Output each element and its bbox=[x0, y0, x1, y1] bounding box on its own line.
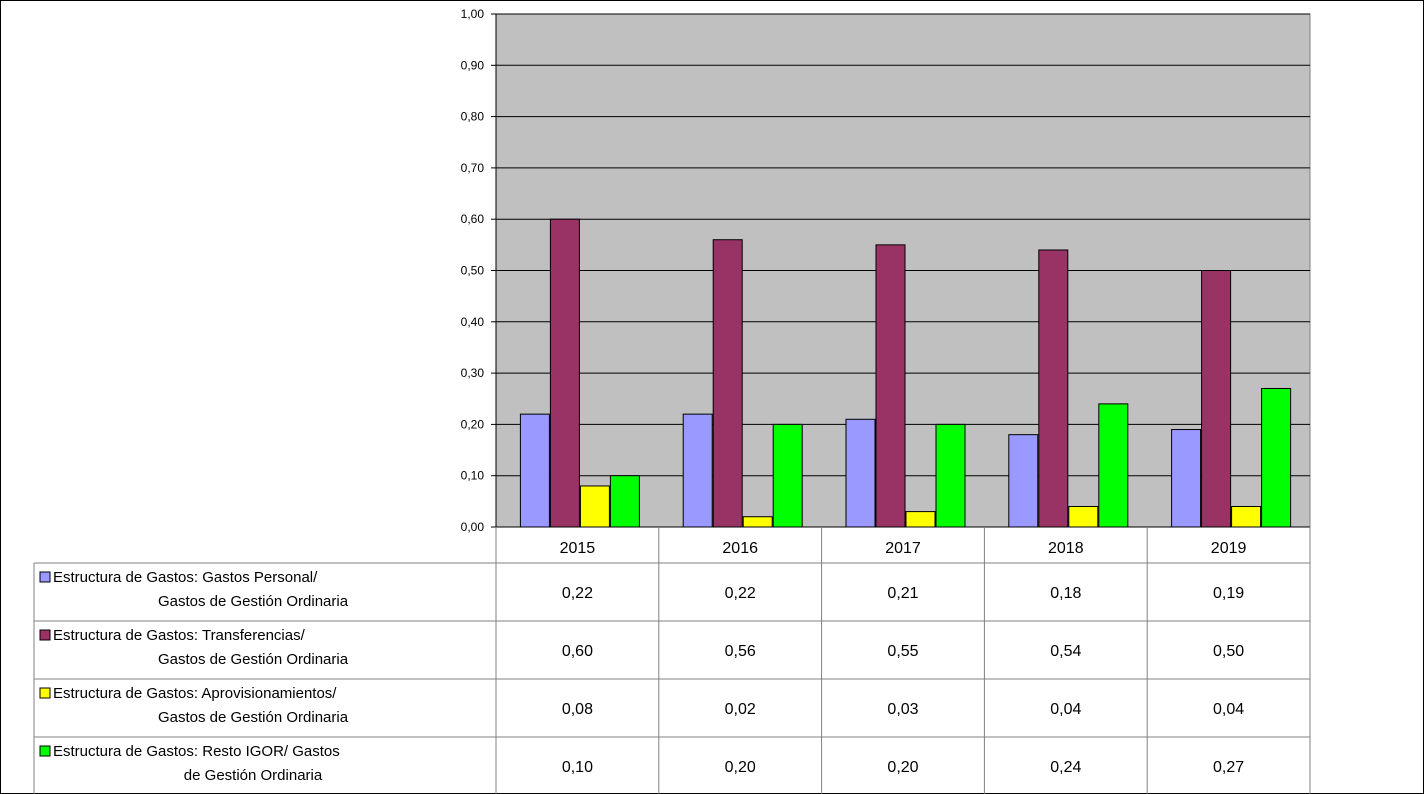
y-tick-label: 0,20 bbox=[461, 417, 485, 431]
data-label: 0,56 bbox=[725, 643, 756, 660]
y-tick-label: 0,80 bbox=[461, 110, 485, 124]
y-tick-label: 0,10 bbox=[461, 469, 485, 483]
y-tick-label: 0,30 bbox=[461, 366, 485, 380]
y-tick-label: 0,90 bbox=[461, 58, 485, 72]
data-label: 0,20 bbox=[725, 759, 756, 776]
data-label: 0,21 bbox=[887, 585, 918, 602]
y-tick-label: 0,70 bbox=[461, 161, 485, 175]
series-name-line2: Gastos de Gestión Ordinaria bbox=[158, 593, 349, 610]
category-label: 2018 bbox=[1048, 540, 1084, 557]
bar-3-2018 bbox=[1098, 403, 1129, 528]
bar-0-2018 bbox=[1008, 434, 1039, 528]
legend-swatch-2 bbox=[39, 687, 51, 699]
data-label: 0,18 bbox=[1050, 585, 1081, 602]
series-name-line1: Estructura de Gastos: Transferencias/ bbox=[53, 627, 306, 644]
data-label: 0,04 bbox=[1050, 701, 1081, 718]
data-label: 0,10 bbox=[562, 759, 593, 776]
bar-1-2015 bbox=[549, 218, 580, 528]
bar-0-2015 bbox=[519, 413, 550, 528]
bar-2-2015 bbox=[579, 485, 610, 528]
data-label: 0,60 bbox=[562, 643, 593, 660]
bar-1-2019 bbox=[1201, 270, 1232, 528]
data-label: 0,20 bbox=[887, 759, 918, 776]
bar-0-2016 bbox=[682, 413, 713, 528]
data-label: 0,24 bbox=[1050, 759, 1081, 776]
legend-swatch-3 bbox=[39, 745, 51, 757]
legend-swatch-1 bbox=[39, 629, 51, 641]
y-tick-label: 0,60 bbox=[461, 212, 485, 226]
bar-3-2019 bbox=[1261, 387, 1292, 528]
bar-2-2016 bbox=[742, 516, 773, 528]
bar-0-2019 bbox=[1171, 429, 1202, 528]
data-label: 0,19 bbox=[1213, 585, 1244, 602]
series-name-line1: Estructura de Gastos: Resto IGOR/ Gastos bbox=[53, 743, 340, 760]
y-tick-label: 0,00 bbox=[461, 520, 485, 534]
series-name-line1: Estructura de Gastos: Aprovisionamientos… bbox=[53, 685, 337, 702]
data-label: 0,50 bbox=[1213, 643, 1244, 660]
data-label: 0,22 bbox=[562, 585, 593, 602]
y-tick-label: 0,50 bbox=[461, 264, 485, 278]
category-label: 2019 bbox=[1211, 540, 1247, 557]
bar-1-2018 bbox=[1038, 249, 1069, 528]
bar-1-2017 bbox=[875, 244, 906, 528]
category-label: 2015 bbox=[560, 540, 596, 557]
y-tick-label: 0,40 bbox=[461, 315, 485, 329]
bar-2-2017 bbox=[905, 511, 936, 528]
data-label: 0,22 bbox=[725, 585, 756, 602]
series-name-line1: Estructura de Gastos: Gastos Personal/ bbox=[53, 569, 318, 586]
data-label: 0,02 bbox=[725, 701, 756, 718]
data-label: 0,54 bbox=[1050, 643, 1081, 660]
bar-0-2017 bbox=[845, 418, 876, 528]
bar-3-2016 bbox=[772, 423, 803, 528]
category-label: 2017 bbox=[885, 540, 921, 557]
data-label: 0,55 bbox=[887, 643, 918, 660]
bar-3-2015 bbox=[609, 475, 640, 528]
bar-1-2016 bbox=[712, 239, 743, 528]
series-name-line2: Gastos de Gestión Ordinaria bbox=[158, 651, 349, 668]
data-label: 0,03 bbox=[887, 701, 918, 718]
data-label: 0,08 bbox=[562, 701, 593, 718]
bar-2-2018 bbox=[1068, 505, 1099, 528]
category-label: 2016 bbox=[722, 540, 758, 557]
data-label: 0,04 bbox=[1213, 701, 1244, 718]
data-label: 0,27 bbox=[1213, 759, 1244, 776]
bar-3-2017 bbox=[935, 423, 966, 528]
series-name-line2: de Gestión Ordinaria bbox=[184, 767, 323, 784]
series-name-line2: Gastos de Gestión Ordinaria bbox=[158, 709, 349, 726]
legend-swatch-0 bbox=[39, 571, 51, 583]
bar-2-2019 bbox=[1231, 505, 1262, 528]
y-tick-label: 1,00 bbox=[461, 7, 485, 21]
